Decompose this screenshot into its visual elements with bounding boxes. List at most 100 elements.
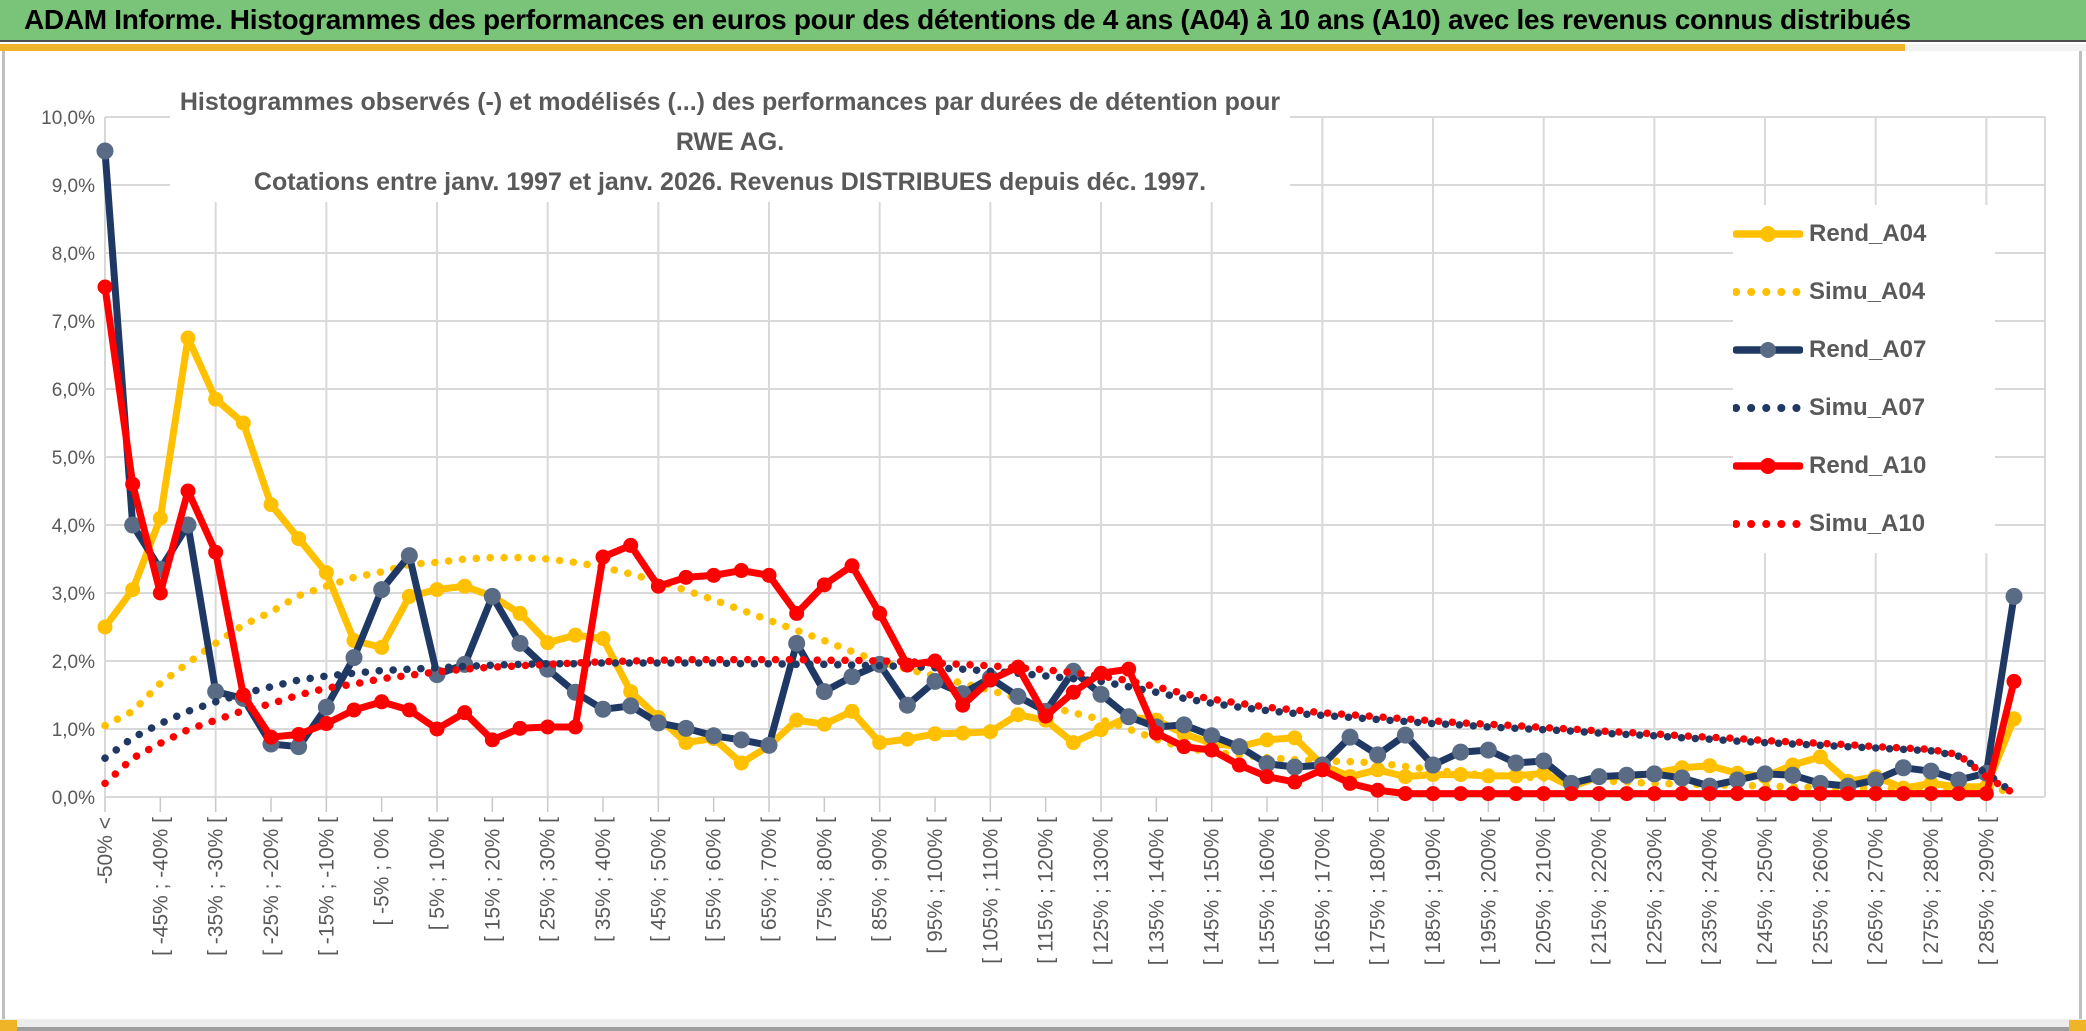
legend-label: Simu_A04 — [1809, 278, 1926, 305]
legend-sample-line — [1733, 458, 1803, 474]
x-axis-tick-label: [ 225% ; 230% [ — [1643, 817, 1666, 965]
series-marker-Rend_A04 — [208, 391, 224, 407]
series-marker-Rend_A04 — [816, 716, 832, 732]
series-marker-Rend_A04 — [595, 631, 611, 647]
series-marker-Rend_A10 — [1895, 786, 1911, 802]
x-axis-tick-label: [ 235% ; 240% [ — [1699, 817, 1722, 965]
x-axis-tick-label: [ 135% ; 140% [ — [1145, 817, 1168, 965]
x-axis-tick-label: [ 75% ; 80% [ — [813, 817, 836, 942]
series-marker-Rend_A04 — [844, 703, 860, 719]
series-marker-Rend_A10 — [567, 719, 583, 735]
series-marker-Rend_A07 — [207, 683, 225, 701]
series-marker-Rend_A10 — [291, 726, 307, 742]
x-axis-tick-label: [ 255% ; 260% [ — [1809, 817, 1832, 965]
series-marker-Rend_A10 — [1121, 661, 1137, 677]
series-marker-Rend_A04 — [125, 582, 141, 598]
series-marker-Rend_A04 — [180, 330, 196, 346]
series-marker-Rend_A04 — [623, 684, 639, 700]
series-marker-Rend_A07 — [1922, 762, 1940, 780]
series-marker-Rend_A07 — [1894, 759, 1912, 777]
series-marker-Rend_A04 — [1065, 735, 1081, 751]
series-marker-Rend_A07 — [1452, 743, 1470, 761]
window-title-bar: ADAM Informe. Histogrammes des performan… — [0, 0, 2086, 42]
series-marker-Rend_A07 — [732, 731, 750, 749]
legend-item-Simu_A04: Simu_A04 — [1733, 263, 1995, 321]
series-marker-Rend_A07 — [511, 634, 529, 652]
series-marker-Rend_A10 — [1314, 762, 1330, 778]
series-marker-Rend_A04 — [318, 565, 334, 581]
x-axis-tick-label: [ -45% ; -40% [ — [149, 817, 172, 956]
series-marker-Rend_A04 — [567, 627, 583, 643]
series-marker-Rend_A07 — [1203, 727, 1221, 745]
scrollbar-right-accent — [2069, 1020, 2086, 1031]
series-marker-Rend_A04 — [955, 725, 971, 741]
series-marker-Rend_A04 — [1093, 722, 1109, 738]
x-axis-tick-label: [ 265% ; 270% [ — [1865, 817, 1888, 965]
series-marker-Rend_A04 — [1702, 758, 1718, 774]
series-marker-Rend_A04 — [152, 510, 168, 526]
series-marker-Rend_A10 — [1259, 769, 1275, 785]
series-marker-Rend_A07 — [1756, 765, 1774, 783]
legend-item-Simu_A10: Simu_A10 — [1733, 495, 1995, 553]
series-marker-Rend_A07 — [1424, 756, 1442, 774]
x-axis-tick-label: [ 5% ; 10% [ — [426, 817, 449, 930]
horizontal-scrollbar[interactable] — [0, 1019, 2086, 1031]
window-right-edge — [2079, 51, 2082, 1031]
series-marker-Rend_A04 — [1287, 730, 1303, 746]
series-marker-Rend_A04 — [512, 605, 528, 621]
series-marker-Rend_A04 — [1259, 732, 1275, 748]
x-axis-tick-label: [ 195% ; 200% [ — [1477, 817, 1500, 965]
series-marker-Rend_A10 — [263, 729, 279, 745]
series-marker-Rend_A07 — [1867, 771, 1885, 789]
series-marker-Rend_A04 — [899, 731, 915, 747]
series-marker-Rend_A07 — [1673, 769, 1691, 787]
legend-label: Simu_A07 — [1809, 394, 1926, 421]
series-marker-Rend_A10 — [1342, 775, 1358, 791]
series-marker-Rend_A07 — [124, 516, 142, 534]
series-marker-Rend_A10 — [1812, 786, 1828, 802]
series-marker-Rend_A10 — [1785, 786, 1801, 802]
series-marker-Rend_A04 — [2006, 711, 2022, 727]
series-marker-Rend_A10 — [1591, 786, 1607, 802]
series-marker-Rend_A10 — [650, 578, 666, 594]
legend-item-Rend_A10: Rend_A10 — [1733, 437, 1995, 495]
series-marker-Rend_A10 — [1204, 742, 1220, 758]
series-marker-Rend_A07 — [290, 738, 308, 756]
series-marker-Rend_A10 — [97, 279, 113, 295]
series-marker-Rend_A04 — [291, 531, 307, 547]
series-marker-Rend_A10 — [2006, 673, 2022, 689]
series-marker-Rend_A10 — [512, 720, 528, 736]
series-marker-Rend_A07 — [843, 668, 861, 686]
series-marker-Rend_A07 — [96, 142, 114, 160]
series-marker-Rend_A10 — [733, 563, 749, 579]
legend-sample-line — [1733, 342, 1803, 358]
legend-item-Rend_A07: Rend_A07 — [1733, 321, 1995, 379]
series-marker-Rend_A10 — [1176, 739, 1192, 755]
series-marker-Rend_A10 — [1148, 725, 1164, 741]
chart-title: Histogrammes observés (-) et modélisés (… — [170, 82, 1290, 202]
y-axis-tick-label: 10,0% — [41, 108, 95, 129]
series-marker-Rend_A07 — [760, 736, 778, 754]
series-marker-Rend_A10 — [706, 567, 722, 583]
series-marker-Rend_A07 — [815, 683, 833, 701]
series-marker-Rend_A07 — [400, 547, 418, 565]
series-marker-Rend_A10 — [1840, 786, 1856, 802]
series-marker-Rend_A10 — [346, 702, 362, 718]
series-marker-Rend_A10 — [1757, 786, 1773, 802]
series-marker-Rend_A10 — [789, 605, 805, 621]
series-marker-Rend_A04 — [872, 735, 888, 751]
series-marker-Rend_A10 — [872, 605, 888, 621]
series-marker-Rend_A04 — [1010, 707, 1026, 723]
series-marker-Rend_A10 — [1065, 684, 1081, 700]
series-marker-Rend_A04 — [429, 582, 445, 598]
series-marker-Rend_A07 — [1120, 708, 1138, 726]
series-marker-Rend_A07 — [1618, 766, 1636, 784]
x-axis-tick-label: [ 175% ; 180% [ — [1367, 817, 1390, 965]
series-marker-Rend_A10 — [844, 558, 860, 574]
x-axis-tick-label: [ -35% ; -30% [ — [205, 817, 228, 956]
y-axis-tick-label: 6,0% — [52, 380, 95, 401]
series-marker-Rend_A07 — [1286, 758, 1304, 776]
series-marker-Rend_A07 — [1590, 768, 1608, 786]
series-marker-Rend_A07 — [1230, 738, 1248, 756]
